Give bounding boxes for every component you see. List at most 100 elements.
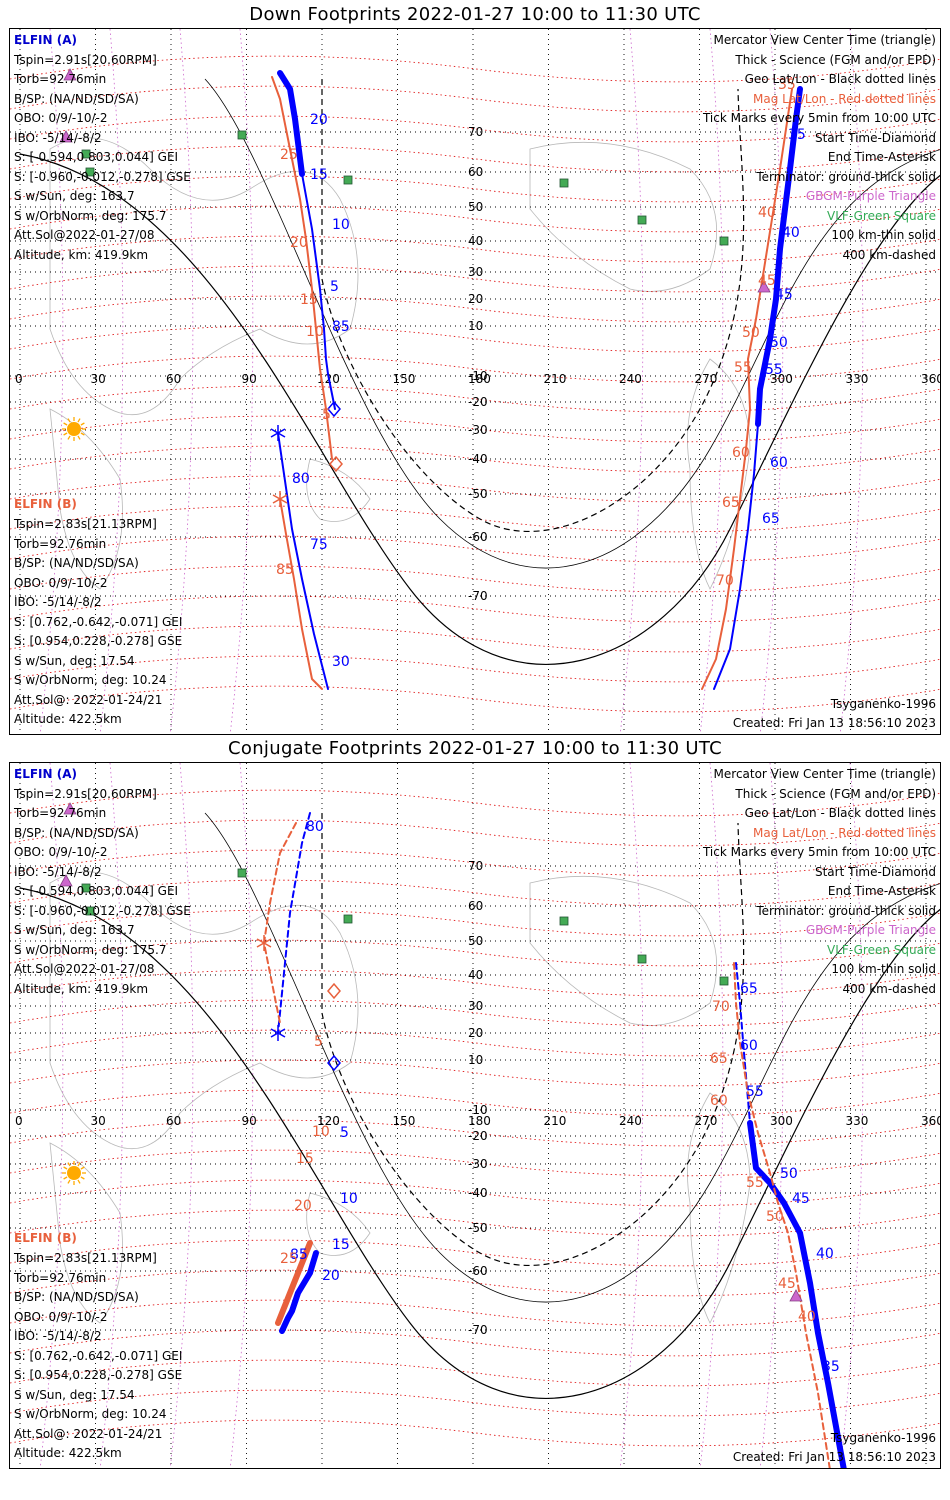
legend-line: Mag Lat/Lon - Red dotted lines xyxy=(752,825,936,840)
lon-label: 210 xyxy=(544,1114,567,1128)
elfin-b-label: ELFIN (B) xyxy=(14,1231,77,1245)
tracks xyxy=(263,812,847,1468)
elfin-a-info-line: Torb=92.76min xyxy=(14,806,107,820)
elfin-a-info-line: S w/Sun, deg: 163.7 xyxy=(14,189,135,203)
coastline-namerica xyxy=(529,875,718,1026)
track-time-label: 70 xyxy=(716,573,734,589)
lon-label: 240 xyxy=(619,372,642,386)
track-time-label: 60 xyxy=(732,445,750,461)
legend-line: Terminator: ground-thick solid xyxy=(756,903,936,918)
elfin-a-label: ELFIN (A) xyxy=(14,33,77,47)
vlf-square-icon xyxy=(85,906,95,916)
legend-line: End Time-Asterisk xyxy=(827,150,936,164)
elfin-b-track-americas xyxy=(733,962,831,1468)
track-time-label: 10 xyxy=(332,217,350,233)
track-time-label: 75 xyxy=(310,537,328,553)
lon-label: 0 xyxy=(15,372,23,386)
tracks xyxy=(271,70,803,690)
mag-meridian xyxy=(39,29,64,734)
lat-label: -40 xyxy=(468,452,488,466)
lon-label: 150 xyxy=(393,1114,416,1128)
lon-label: 180 xyxy=(468,1114,491,1128)
elfin-a-track-south xyxy=(277,432,329,690)
terminator-ground xyxy=(19,153,940,665)
lon-label: 90 xyxy=(242,1114,257,1128)
elfin-a-info-line: IBO: -5/14/-8/2 xyxy=(14,130,102,145)
elfin-b-info-line: Altitude: 422.5km xyxy=(14,1446,122,1460)
model-label: Tsyganenko-1996 xyxy=(830,697,936,711)
legend-line: Mercator View Center Time (triangle) xyxy=(713,767,936,781)
elfin-a-info-line: S: [-0.960,-0.012,-0.278] GSE xyxy=(14,903,191,918)
lon-label: 330 xyxy=(846,372,869,386)
legend-line: VLF-Green Square xyxy=(827,942,936,957)
lat-label: -70 xyxy=(468,589,488,603)
asterisk-stroke xyxy=(256,938,272,948)
elfin-b-info-line: S: [0.954,0.228,-0.278] GSE xyxy=(14,634,183,648)
legend-line: Mercator View Center Time (triangle) xyxy=(713,33,936,47)
mag-meridians xyxy=(39,763,864,1468)
vlf-square-icon xyxy=(237,130,247,140)
lat-label: -10 xyxy=(468,1103,488,1117)
elfin-b-info-line: IBO: -5/14/-8/2 xyxy=(14,595,102,609)
sun-ray xyxy=(80,422,85,426)
lat-label: 10 xyxy=(468,1053,483,1067)
legend-line: End Time-Asterisk xyxy=(827,884,936,898)
lat-label: -60 xyxy=(468,530,488,544)
coastline-samerica xyxy=(687,358,751,590)
legend-line: Mag Lat/Lon - Red dotted lines xyxy=(752,91,936,106)
elfin-b-info-line: OBO: 0/9/-10/-2 xyxy=(14,575,108,590)
elfin-a-info-line: OBO: 0/9/-10/-2 xyxy=(14,111,108,125)
vlf-square-icon xyxy=(81,883,91,893)
track-time-label: 10 xyxy=(340,1191,358,1207)
legend-line: 400 km-dashed xyxy=(842,981,936,996)
elfin-a-info-line: Altitude, km: 419.9km xyxy=(14,981,149,996)
vlf-square-icon xyxy=(237,868,247,878)
lat-label: 30 xyxy=(468,999,483,1013)
track-time-label: 25 xyxy=(280,147,298,163)
map-panel-conjugate: 0 30 60 90 120 150 180 210 240 270 300 330 360 70 60 50… xyxy=(9,762,941,1469)
elfin-b-label: ELFIN (B) xyxy=(14,497,77,511)
lat-label: -70 xyxy=(468,1323,488,1337)
track-time-label: 55 xyxy=(746,1175,764,1191)
lat-label: -50 xyxy=(468,1221,488,1235)
lon-label: 300 xyxy=(770,372,793,386)
elfin-b-info-line: IBO: -5/14/-8/2 xyxy=(14,1329,102,1343)
panel-title-down: Down Footprints 2022-01-27 10:00 to 11:3… xyxy=(249,4,701,25)
panel-title-conjugate: Conjugate Footprints 2022-01-27 10:00 to… xyxy=(228,738,722,759)
sun-ray xyxy=(77,1179,81,1184)
elfin-b-info-line: Att.Sol@: 2022-01-24/21 xyxy=(14,1426,163,1441)
coastlines xyxy=(49,871,751,1324)
lon-label: 210 xyxy=(544,372,567,386)
elfin-a-info-line: S w/OrbNorm, deg: 175.7 xyxy=(14,942,167,957)
mag-meridian xyxy=(839,763,864,1468)
mag-meridian xyxy=(619,29,644,734)
lon-label: 150 xyxy=(393,372,416,386)
grid-labels: 0 30 60 90 120 150 180 210 240 270 300 330 360706050… xyxy=(15,125,940,603)
coastline-africa xyxy=(49,1142,123,1324)
grid-labels: 0 30 60 90 120 150 180 210 240 270 300 330 360706050… xyxy=(15,859,940,1337)
lat-label: -20 xyxy=(468,395,488,409)
mag-meridian xyxy=(699,29,724,734)
track-time-label: 20 xyxy=(294,1198,312,1214)
elfin-a-info-line: Tspin=2.91s[20.60RPM] xyxy=(14,786,157,801)
gbgm-triangle-icon xyxy=(59,130,73,143)
elfin-a-info-line: S: [-0.594,0.803,0.044] GEI xyxy=(14,150,179,164)
map-canvas: 0 30 60 90 120 150 180 210 240 270 300 330 360 70 60 50… xyxy=(10,763,940,1468)
vlf-square-icon xyxy=(719,236,729,246)
track-labels: 20 15 10 5 85 80 75 30 35 40 45 50 55 60 65 25 20 15 10 5 85… xyxy=(276,77,806,670)
gbgm-triangle-icon xyxy=(757,280,771,293)
mag-meridian xyxy=(99,29,124,734)
lat-label: 20 xyxy=(468,1026,483,1040)
legend-line: Tick Marks every 5min from 10:00 UTC xyxy=(702,111,936,125)
track-time-label: 70 xyxy=(712,999,730,1015)
lon-label: 300 xyxy=(770,1114,793,1128)
sun-ray xyxy=(77,418,81,423)
sun-ray xyxy=(67,418,71,423)
coastline-samerica xyxy=(687,1092,751,1324)
model-label: Tsyganenko-1996 xyxy=(830,1431,936,1445)
lon-label: 60 xyxy=(166,1114,181,1128)
lon-label: 90 xyxy=(242,372,257,386)
elfin-a-track-americas-science xyxy=(747,1120,847,1468)
elfin-a-info-line: B/SP: (NA/ND/SD/SA) xyxy=(14,825,139,840)
track-time-label: 60 xyxy=(710,1093,728,1109)
